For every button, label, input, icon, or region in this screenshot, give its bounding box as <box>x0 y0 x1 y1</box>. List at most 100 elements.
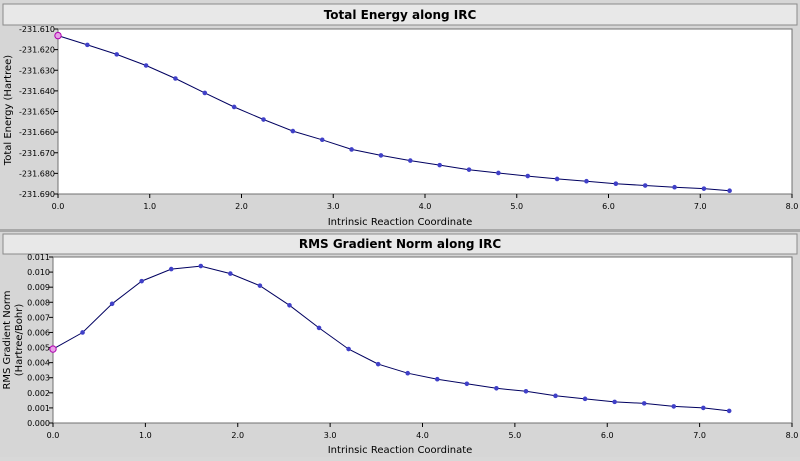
energy-series <box>54 31 732 193</box>
energy-y-ticks: -231.610 -231.620 -231.630 -231.640 -231.650… <box>19 25 58 199</box>
energy-y-tick-label: -231.660 <box>19 128 55 137</box>
energy-chart-panel: Total Energy along IRC Intrinsic Reactio… <box>0 0 800 229</box>
gradient-data-point[interactable] <box>523 389 529 394</box>
energy-data-point[interactable] <box>727 188 732 193</box>
gradient-data-point[interactable] <box>671 404 677 409</box>
gradient-y-tick-label: 0.000 <box>27 419 50 428</box>
gradient-data-point[interactable] <box>316 325 322 331</box>
energy-series-line <box>57 35 730 192</box>
gradient-data-point[interactable] <box>612 399 617 405</box>
gradient-x-tick-label: 7.0 <box>693 431 706 440</box>
gradient-data-point[interactable] <box>198 263 204 269</box>
energy-x-tick-label: 2.0 <box>235 202 248 211</box>
energy-data-point[interactable] <box>584 178 589 184</box>
gradient-data-point[interactable] <box>346 346 351 352</box>
gradient-chart[interactable]: RMS Gradient Norm along IRC Intrinsic Re… <box>0 232 800 457</box>
energy-data-point[interactable] <box>261 117 266 122</box>
energy-x-tick-label: 6.0 <box>602 202 615 211</box>
gradient-plot-area <box>52 256 793 424</box>
gradient-data-point[interactable] <box>168 266 174 272</box>
energy-x-tick-label: 3.0 <box>327 202 340 211</box>
energy-data-point[interactable] <box>408 158 413 163</box>
gradient-y-tick-label: 0.003 <box>27 374 50 383</box>
energy-data-point[interactable] <box>437 162 442 168</box>
gradient-series-line <box>52 265 730 412</box>
energy-data-point[interactable] <box>466 167 472 172</box>
energy-data-point[interactable] <box>143 63 149 68</box>
energy-x-tick-label: 4.0 <box>419 202 432 211</box>
gradient-y-tick-label: 0.005 <box>27 344 50 353</box>
energy-x-tick-label: 0.0 <box>52 202 65 211</box>
gradient-data-point[interactable] <box>464 381 470 387</box>
energy-y-tick-label: -231.630 <box>19 66 55 75</box>
gradient-y-tick-label: 0.002 <box>27 389 50 398</box>
gradient-selected-point[interactable] <box>49 345 57 353</box>
energy-data-point[interactable] <box>672 184 677 190</box>
energy-data-point[interactable] <box>114 52 120 57</box>
energy-data-point[interactable] <box>290 128 296 134</box>
gradient-data-point[interactable] <box>109 301 115 307</box>
energy-x-ticks: 0.0 1.0 2.0 3.0 4.0 5.0 6.0 7.0 8.0 <box>52 194 799 211</box>
gradient-x-tick-label: 0.0 <box>47 431 60 440</box>
gradient-data-point[interactable] <box>701 405 706 411</box>
gradient-chart-title: RMS Gradient Norm along IRC <box>299 237 502 251</box>
energy-data-point[interactable] <box>85 42 90 48</box>
energy-chart-title-bar <box>2 3 798 26</box>
gradient-x-tick-label: 2.0 <box>231 431 244 440</box>
gradient-data-point[interactable] <box>553 393 558 399</box>
gradient-data-point[interactable] <box>139 278 144 284</box>
energy-data-point[interactable] <box>173 76 178 81</box>
energy-y-tick-label: -231.610 <box>19 25 55 34</box>
gradient-y-tick-label: 0.008 <box>27 298 50 307</box>
energy-data-point[interactable] <box>319 137 325 143</box>
energy-data-point[interactable] <box>378 153 384 158</box>
gradient-data-point[interactable] <box>405 370 411 376</box>
energy-data-point[interactable] <box>231 104 237 110</box>
gradient-data-point[interactable] <box>228 271 233 276</box>
energy-data-point[interactable] <box>496 170 501 176</box>
energy-x-axis-label: Intrinsic Reaction Coordinate <box>328 217 473 228</box>
gradient-data-point[interactable] <box>641 401 647 406</box>
energy-x-tick-label: 1.0 <box>143 202 156 211</box>
gradient-y-tick-label: 0.006 <box>27 328 50 337</box>
gradient-y-tick-label: 0.001 <box>27 404 50 413</box>
energy-y-tick-label: -231.690 <box>19 190 55 199</box>
energy-chart[interactable]: Total Energy along IRC Intrinsic Reactio… <box>0 0 800 229</box>
gradient-x-tick-label: 1.0 <box>139 431 152 440</box>
gradient-data-point[interactable] <box>375 361 381 367</box>
gradient-data-point[interactable] <box>582 396 588 402</box>
gradient-data-point[interactable] <box>80 330 85 335</box>
gradient-data-point[interactable] <box>494 385 499 391</box>
energy-y-tick-label: -231.620 <box>19 46 55 55</box>
energy-chart-title: Total Energy along IRC <box>324 8 477 22</box>
energy-data-point[interactable] <box>349 147 354 152</box>
energy-selected-point[interactable] <box>54 31 62 40</box>
gradient-data-point[interactable] <box>726 408 732 414</box>
gradient-data-point[interactable] <box>434 376 440 382</box>
gradient-data-point[interactable] <box>287 302 292 308</box>
energy-y-tick-label: -231.670 <box>19 149 55 158</box>
panel-divider[interactable] <box>0 229 800 232</box>
energy-x-tick-label: 8.0 <box>786 202 799 211</box>
gradient-x-axis-label: Intrinsic Reaction Coordinate <box>328 445 473 456</box>
gradient-x-tick-label: 4.0 <box>416 431 429 440</box>
energy-data-point[interactable] <box>613 181 619 186</box>
gradient-data-point[interactable] <box>257 283 263 288</box>
gradient-x-ticks: 0.0 1.0 2.0 3.0 4.0 5.0 6.0 7.0 8.0 <box>47 423 798 440</box>
gradient-y-tick-label: 0.004 <box>27 359 50 368</box>
gradient-y-tick-label: 0.010 <box>27 268 50 277</box>
gradient-y-tick-label: 0.007 <box>27 313 50 322</box>
energy-data-point[interactable] <box>525 173 531 179</box>
gradient-x-tick-label: 6.0 <box>601 431 614 440</box>
energy-x-tick-label: 5.0 <box>510 202 523 211</box>
gradient-y-tick-label: 0.011 <box>27 253 50 262</box>
energy-data-point[interactable] <box>642 183 648 188</box>
energy-data-point[interactable] <box>554 176 560 182</box>
energy-data-point[interactable] <box>701 186 707 191</box>
gradient-chart-title-bar <box>2 233 798 255</box>
energy-y-axis-label: Total Energy (Hartree) <box>3 55 14 166</box>
energy-data-point[interactable] <box>202 90 208 96</box>
gradient-x-tick-label: 5.0 <box>509 431 522 440</box>
gradient-chart-panel: RMS Gradient Norm along IRC Intrinsic Re… <box>0 232 800 457</box>
